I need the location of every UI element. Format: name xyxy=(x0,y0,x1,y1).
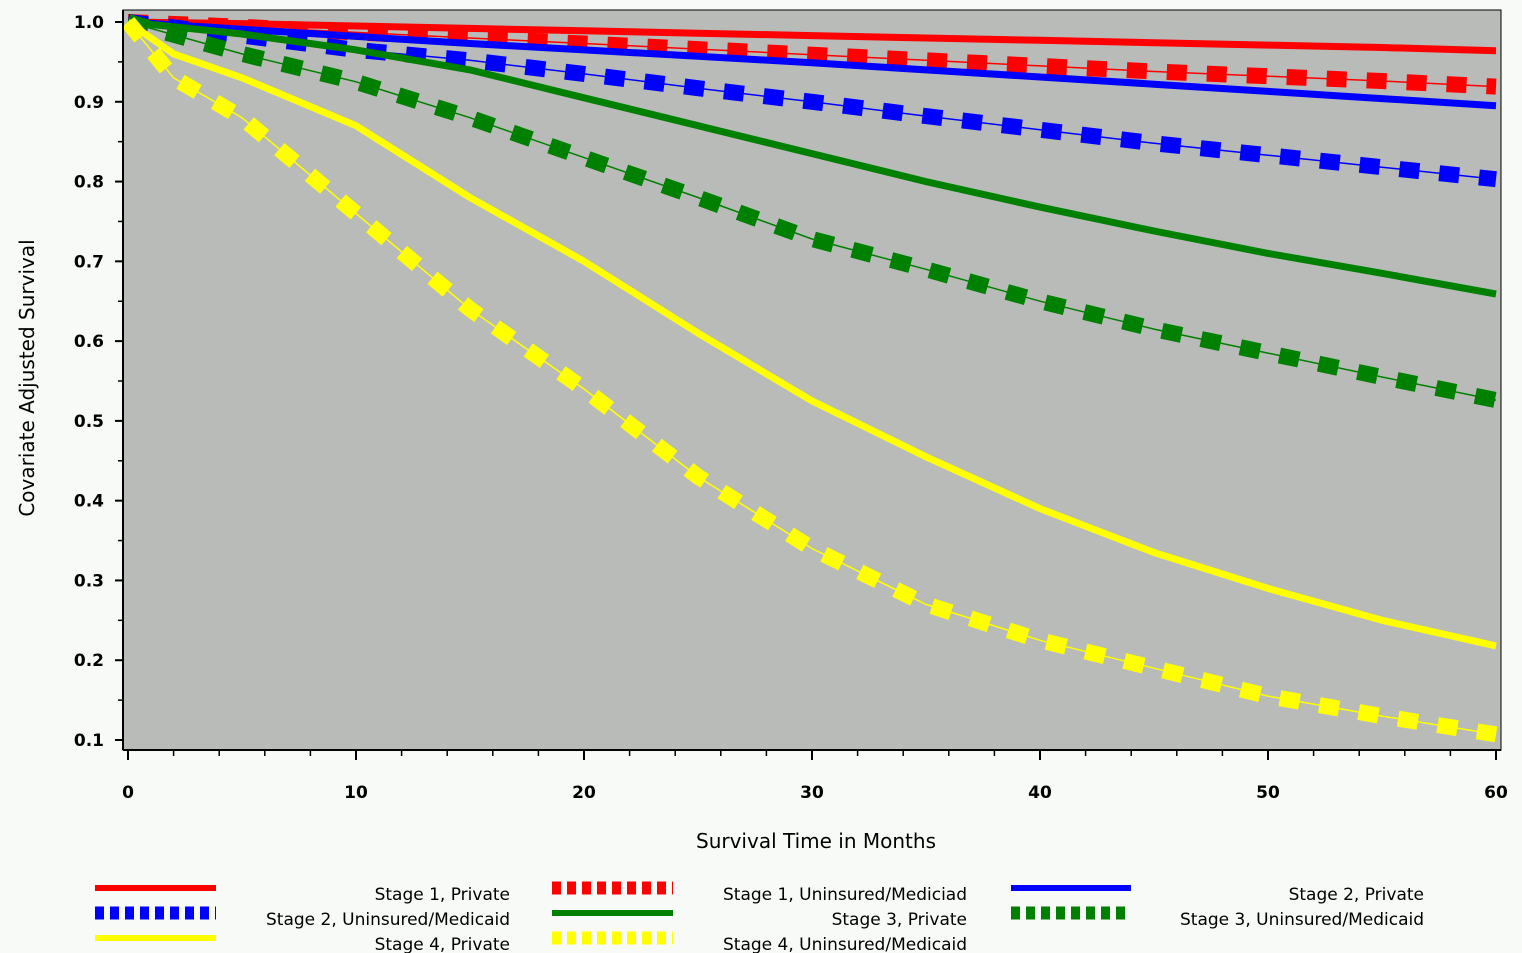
legend: Stage 1, Private Stage 1, Uninsured/Medic… xyxy=(95,881,1424,953)
y-tick-label: 1.0 xyxy=(74,13,104,33)
plot-area xyxy=(122,9,1502,751)
x-tick-label: 30 xyxy=(800,783,824,803)
series-dashes-stage-4-uninsured-medicaid xyxy=(121,16,1498,743)
y-tick-label: 0.7 xyxy=(74,252,104,272)
series-line-stage-4-private xyxy=(125,19,1497,650)
series-line-stage-2-private xyxy=(127,18,1497,110)
y-tick-label: 0.1 xyxy=(74,731,104,751)
x-tick-label: 50 xyxy=(1256,783,1280,803)
series-line-stage-3-uninsured-medicaid xyxy=(127,21,1497,401)
x-axis-title: Survival Time in Months xyxy=(696,829,936,853)
legend-label-stage-1-private: Stage 1, Private xyxy=(375,885,510,905)
legend-label-stage-1-uninsured-mediciad: Stage 1, Uninsured/Mediciad xyxy=(723,885,967,905)
series-layer xyxy=(121,14,1498,743)
y-tick-label: 0.9 xyxy=(74,93,104,113)
legend-label-stage-3-private: Stage 3, Private xyxy=(832,910,967,930)
y-tick-label: 0.3 xyxy=(74,571,104,591)
series-line-stage-3-private xyxy=(127,18,1497,298)
series-line-stage-1-private xyxy=(127,18,1497,55)
axis-layer: 0.1 0.2 0.3 0.4 0.5 0.6 0.7 0.8 0.9 1.0 0 10 20 30 40 5… xyxy=(74,10,1508,803)
legend-label-stage-4-private: Stage 4, Private xyxy=(375,935,510,953)
series-dashes-stage-2-uninsured-medicaid xyxy=(127,14,1497,188)
x-tick-label: 10 xyxy=(344,783,368,803)
x-tick-label: 0 xyxy=(122,783,134,803)
legend-label-stage-3-uninsured-medicaid: Stage 3, Uninsured/Medicaid xyxy=(1180,910,1424,930)
y-tick-label: 0.2 xyxy=(74,651,104,671)
x-tick-label: 40 xyxy=(1028,783,1052,803)
y-tick-label: 0.8 xyxy=(74,173,104,193)
legend-label-stage-2-uninsured-medicaid: Stage 2, Uninsured/Medicaid xyxy=(266,910,510,930)
x-tick-label: 60 xyxy=(1484,783,1508,803)
y-tick-label: 0.4 xyxy=(74,492,104,512)
x-tick-label: 20 xyxy=(572,783,596,803)
legend-label-stage-4-uninsured-medicaid: Stage 4, Uninsured/Medicaid xyxy=(723,935,967,953)
y-tick-label: 0.6 xyxy=(74,332,104,352)
y-tick-label: 0.5 xyxy=(74,412,104,432)
series-dashes-stage-1-uninsured-mediciad xyxy=(127,14,1497,95)
legend-label-stage-2-private: Stage 2, Private xyxy=(1289,885,1424,905)
y-axis-title: Covariate Adjusted Survival xyxy=(15,239,39,516)
